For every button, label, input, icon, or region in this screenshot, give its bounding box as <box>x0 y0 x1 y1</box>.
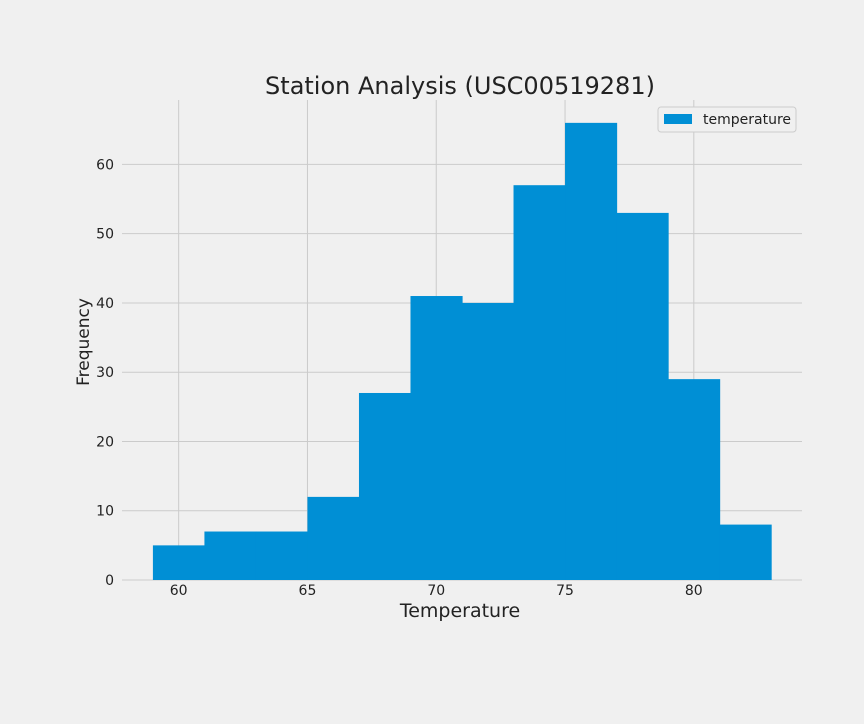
histogram-bar <box>358 392 412 580</box>
histogram-bar <box>307 496 360 580</box>
x-tick-label: 65 <box>299 583 317 599</box>
histogram-bar <box>719 524 772 580</box>
x-axis-label: Temperature <box>399 600 520 622</box>
histogram-bar <box>152 545 206 580</box>
x-tick-label: 80 <box>685 583 703 599</box>
legend: temperature <box>657 106 797 133</box>
histogram-bar <box>410 296 463 580</box>
tick-labels: 0 10 20 30 40 50 60 60 65 70 75 80 <box>96 157 703 599</box>
histogram-bar <box>255 531 309 580</box>
legend-label: temperature <box>703 112 791 128</box>
y-tick-label: 40 <box>96 296 114 312</box>
y-tick-label: 30 <box>96 365 114 381</box>
x-tick-label: 75 <box>556 583 574 599</box>
y-tick-label: 0 <box>105 573 114 589</box>
histogram-bar <box>204 531 257 580</box>
y-tick-label: 20 <box>96 434 114 450</box>
y-tick-label: 50 <box>96 227 114 243</box>
histogram-bars <box>152 122 772 580</box>
y-tick-label: 60 <box>96 157 114 173</box>
legend-swatch <box>664 114 692 124</box>
y-axis-label: Frequency <box>74 298 94 386</box>
y-tick-label: 10 <box>96 504 114 520</box>
histogram-bar <box>668 379 721 580</box>
histogram-bar <box>513 185 566 580</box>
x-tick-label: 70 <box>427 583 445 599</box>
x-tick-label: 60 <box>170 583 188 599</box>
chart-title: Station Analysis (USC00519281) <box>265 72 655 100</box>
histogram-bar <box>462 302 515 580</box>
histogram-bar <box>565 122 618 580</box>
histogram-bar <box>616 212 669 580</box>
legend-box <box>657 106 797 133</box>
